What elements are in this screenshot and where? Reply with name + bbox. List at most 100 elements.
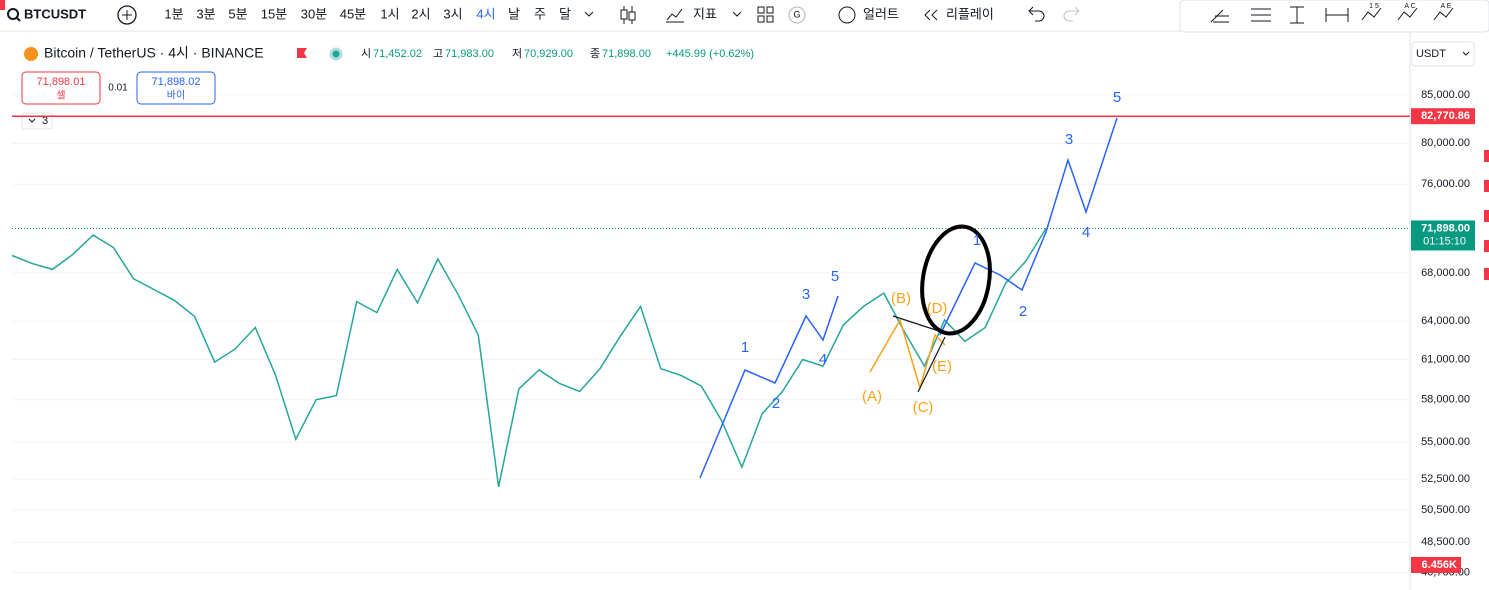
y-tick-label: 85,000.00 <box>1421 89 1470 101</box>
sell-button[interactable] <box>21 71 101 105</box>
wave-label: 2 <box>1019 303 1027 320</box>
y-tick-label: 52,500.00 <box>1421 473 1470 485</box>
buy-price: 71,898.02 <box>152 76 201 88</box>
price-line <box>11 228 1047 487</box>
tool-label: A E <box>1441 3 1452 10</box>
high-value: 71,983.00 <box>445 48 494 60</box>
interval[interactable]: 주 <box>534 6 546 21</box>
g-icon[interactable] <box>788 6 806 24</box>
flag[interactable] <box>297 48 307 58</box>
wave-label: (D) <box>927 300 948 317</box>
low-label: 저 <box>512 47 522 60</box>
collapse-icon <box>28 118 36 123</box>
market-status <box>329 47 343 61</box>
sell-price: 71,898.01 <box>37 76 86 88</box>
y-tick-label: 64,000.00 <box>1421 315 1470 327</box>
chart-type-icon <box>620 9 628 20</box>
interval[interactable]: 15분 <box>261 6 287 21</box>
tool-label: A C <box>1404 3 1415 10</box>
wave-label: (B) <box>891 290 911 307</box>
side-markers <box>1484 150 1489 280</box>
marker <box>0 0 5 10</box>
search-icon[interactable] <box>7 8 19 20</box>
y-tick-label: 48,500.00 <box>1421 536 1470 548</box>
chart-type-icon <box>628 11 636 21</box>
interval[interactable]: 달 <box>559 6 571 21</box>
y-tick-label: 58,000.00 <box>1421 394 1470 406</box>
interval[interactable]: 1분 <box>164 6 183 21</box>
wave-label: 5 <box>1113 89 1121 106</box>
interval[interactable]: 3분 <box>196 6 215 21</box>
alert-button[interactable]: 얼러트 <box>863 6 899 21</box>
interval[interactable]: 3시 <box>443 6 462 21</box>
y-tick-label: 68,000.00 <box>1421 267 1470 279</box>
drawing-toolbar <box>1179 0 1489 33</box>
wave-label: (A) <box>862 388 882 405</box>
wave-label: 1 <box>973 232 981 249</box>
alert-icon[interactable] <box>838 6 856 24</box>
alert-label: 82,770.86 <box>1421 110 1470 122</box>
wave-drawings <box>699 117 1118 479</box>
buy-label: 바이 <box>167 90 185 102</box>
symbol[interactable]: BTCUSDT <box>24 6 86 21</box>
indicator-menu[interactable] <box>732 11 742 17</box>
interval[interactable]: 30분 <box>301 6 327 21</box>
last-price-label: 71,898.00 <box>1421 222 1470 234</box>
currency: USDT <box>1416 48 1446 60</box>
spread: 0.01 <box>108 83 128 94</box>
wave-label: (C) <box>913 399 934 416</box>
layout-icon[interactable] <box>757 6 774 23</box>
redo[interactable] <box>1063 6 1080 22</box>
interval[interactable]: 2시 <box>411 6 430 21</box>
high-label: 고 <box>433 48 443 60</box>
wave-label: 3 <box>802 286 810 303</box>
low-value: 70,929.00 <box>524 48 573 60</box>
buy-button[interactable] <box>136 71 216 105</box>
replay-icon[interactable] <box>924 9 938 21</box>
wave-label: 5 <box>831 268 839 285</box>
interval[interactable]: 5분 <box>228 6 247 21</box>
interval[interactable]: 45분 <box>340 6 366 21</box>
replay-button[interactable]: 리플레이 <box>946 6 994 21</box>
add-symbol[interactable] <box>117 5 137 25</box>
symbol-logo <box>24 47 38 61</box>
y-tick-label: 80,000.00 <box>1421 137 1470 149</box>
change-value: +445.99 (+0.62%) <box>666 48 754 60</box>
indicators-button[interactable]: 지표 <box>693 6 717 21</box>
wave-label: 2 <box>772 395 780 412</box>
collapse-count: 3 <box>42 115 48 127</box>
y-tick-label: 55,000.00 <box>1421 436 1470 448</box>
wave-label: 4 <box>1082 224 1090 241</box>
search-icon <box>16 17 21 22</box>
interval[interactable]: 1시 <box>380 6 399 21</box>
interval-menu[interactable] <box>584 11 594 17</box>
add-symbol <box>122 10 132 20</box>
g-icon: G <box>793 9 800 19</box>
indicator-icon[interactable] <box>666 8 684 23</box>
currency-menu <box>1462 51 1470 56</box>
y-tick-label: 76,000.00 <box>1421 178 1470 190</box>
collapse-button[interactable] <box>21 112 53 130</box>
volume-label: 6.456K <box>1422 559 1458 571</box>
currency-button[interactable] <box>1411 41 1475 67</box>
wave-label: (E) <box>932 358 952 375</box>
open-value: 71,452.02 <box>373 48 422 60</box>
interval[interactable]: 날 <box>508 6 520 21</box>
volume-label-box <box>1411 557 1461 573</box>
legend-title: Bitcoin / TetherUS · 4시 · BINANCE <box>44 45 264 61</box>
wave-label: 1 <box>741 339 749 356</box>
drawing-tools[interactable] <box>1210 6 1454 24</box>
countdown: 01:15:10 <box>1423 235 1466 247</box>
wave-label: 3 <box>1065 131 1073 148</box>
close-label: 종 <box>590 48 600 60</box>
undo[interactable] <box>1028 6 1045 22</box>
sell-label: 셀 <box>56 90 65 102</box>
y-tick-label: 50,500.00 <box>1421 504 1470 516</box>
last-price-box <box>1411 220 1475 251</box>
alert-label-box <box>1411 108 1475 125</box>
open-label: 시 <box>361 48 371 60</box>
interval[interactable]: 4시 <box>476 6 495 21</box>
wave-label: 4 <box>819 351 827 368</box>
